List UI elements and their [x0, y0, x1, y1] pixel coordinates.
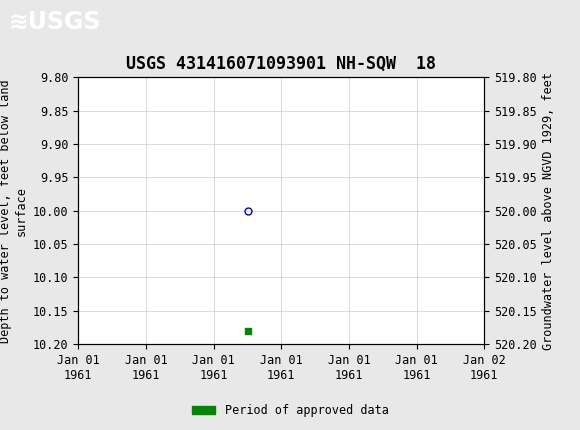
Y-axis label: Groundwater level above NGVD 1929, feet: Groundwater level above NGVD 1929, feet — [542, 72, 555, 350]
Legend: Period of approved data: Period of approved data — [187, 399, 393, 422]
Y-axis label: Depth to water level, feet below land
surface: Depth to water level, feet below land su… — [0, 79, 27, 343]
Text: ≋USGS: ≋USGS — [9, 9, 101, 34]
Title: USGS 431416071093901 NH-SQW  18: USGS 431416071093901 NH-SQW 18 — [126, 55, 436, 73]
